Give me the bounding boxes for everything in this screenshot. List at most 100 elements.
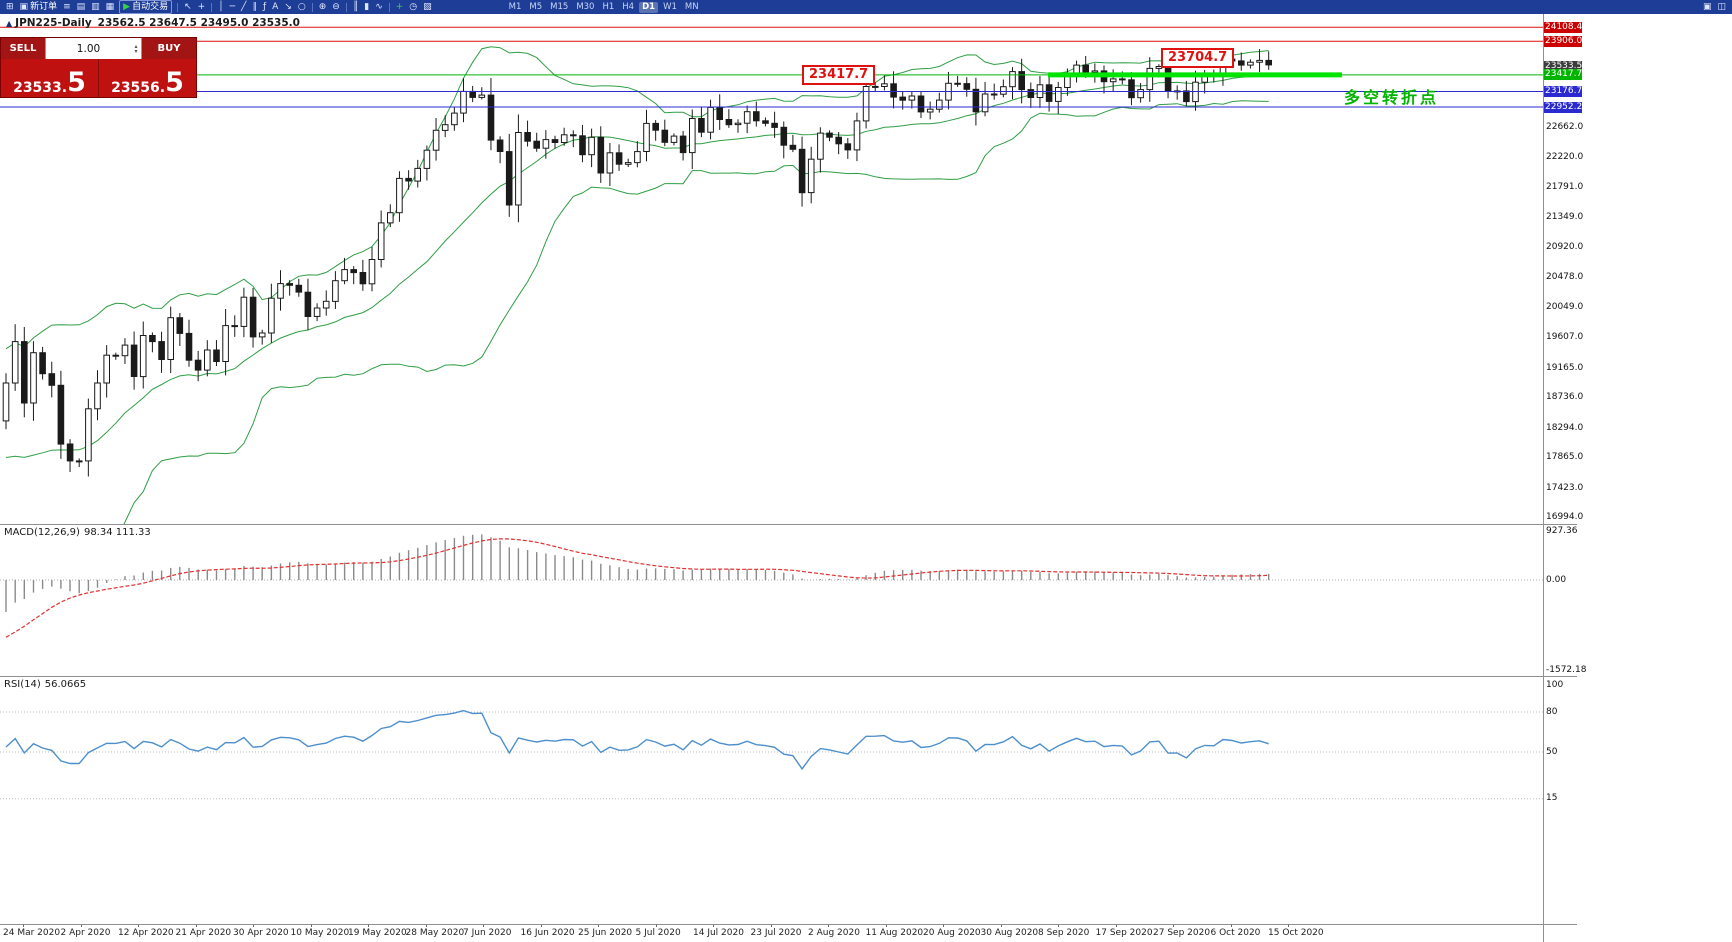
candle-body xyxy=(1091,70,1099,73)
candle-body xyxy=(936,99,943,110)
arrow-tool-icon[interactable]: ↘ xyxy=(281,1,295,13)
toolbar-separator xyxy=(311,2,313,12)
date-axis-label: 25 Jun 2020 xyxy=(578,928,633,938)
candle-body xyxy=(139,335,147,378)
new-order-button[interactable]: ▣ 新订单 xyxy=(17,1,61,13)
rsi-panel-divider[interactable] xyxy=(0,676,1577,677)
buy-button[interactable]: BUY xyxy=(142,38,196,59)
date-axis-label: 28 May 2020 xyxy=(405,928,465,938)
bar-chart-icon[interactable]: ║ xyxy=(350,1,361,13)
candle-body xyxy=(624,162,632,165)
candle-body xyxy=(725,119,733,126)
auto-trading-button[interactable]: ▶ 自动交易 xyxy=(119,0,173,14)
periods-icon: ◷ xyxy=(409,2,418,12)
market-watch-icon: ≡ xyxy=(63,2,71,12)
timeframe-m30[interactable]: M30 xyxy=(576,1,595,12)
date-tick xyxy=(598,924,599,927)
timeframe-d1[interactable]: D1 xyxy=(639,1,659,13)
window-cascade-icon: ▣ xyxy=(1702,2,1712,12)
new-chart-icon[interactable]: ⊞ xyxy=(3,1,17,13)
price-axis-label: 21349.0 xyxy=(1546,212,1584,223)
candle-body xyxy=(496,139,504,152)
candle-body xyxy=(176,317,184,334)
chart-symbol-period: JPN225-Daily xyxy=(15,17,92,29)
candle-body xyxy=(743,111,751,124)
date-axis[interactable]: 24 Mar 2020 2 Apr 2020 12 Apr 2020 21 Apr 2… xyxy=(0,924,1577,942)
price-axis-label: 18294.0 xyxy=(1546,422,1584,433)
new-chart-icon: ⊞ xyxy=(6,2,14,12)
horizontal-level-lines[interactable] xyxy=(0,26,1543,108)
candle-body xyxy=(560,134,568,144)
crosshair-icon[interactable]: + xyxy=(195,1,209,13)
periods-icon[interactable]: ◷ xyxy=(406,1,420,13)
ask-price[interactable]: 23556. 5 xyxy=(99,59,196,97)
candle-body xyxy=(643,122,650,153)
candle-body xyxy=(1000,86,1007,95)
market-watch-icon[interactable]: ≡ xyxy=(60,1,74,13)
timeframe-w1[interactable]: W1 xyxy=(663,1,677,12)
candle-body xyxy=(487,94,495,141)
macd-panel-divider[interactable] xyxy=(0,524,1577,525)
cursor-icon: ↖ xyxy=(184,2,192,12)
date-axis-label: 5 Jul 2020 xyxy=(635,928,681,938)
bull-bear-turning-point-note[interactable]: 多空转折点 xyxy=(1344,88,1440,107)
timeframe-m1[interactable]: M1 xyxy=(508,1,522,12)
candle-body xyxy=(387,212,394,224)
lot-size-field[interactable]: 1.00 ▴ ▾ xyxy=(45,38,142,59)
templates-icon[interactable]: ▧ xyxy=(420,1,435,13)
price-axis-label: 22220.0 xyxy=(1546,152,1584,162)
candle-body xyxy=(872,85,879,88)
timeframe-m15[interactable]: M15 xyxy=(550,1,569,12)
candle-chart-icon[interactable]: ▮ xyxy=(361,1,372,13)
price-axis-label: -1572.18 xyxy=(1546,664,1587,675)
macd-panel-canvas[interactable] xyxy=(0,524,1543,676)
rsi-panel-canvas[interactable] xyxy=(0,676,1543,924)
lot-decrease-button[interactable]: ▾ xyxy=(134,47,138,55)
date-axis-label: 16 Jun 2020 xyxy=(520,928,575,938)
text-label-icon[interactable]: A xyxy=(269,1,281,13)
candle-body xyxy=(963,83,971,90)
terminal-icon[interactable]: ▦ xyxy=(103,1,118,13)
timeframe-m5[interactable]: M5 xyxy=(529,1,543,12)
bid-price[interactable]: 23533. 5 xyxy=(1,59,98,97)
price-axis-label: 20049.0 xyxy=(1546,301,1584,312)
candle-body xyxy=(1109,78,1117,83)
shapes-icon[interactable]: ○ xyxy=(295,1,309,13)
candle-body xyxy=(753,111,760,122)
zoom-out-icon[interactable]: ⊖ xyxy=(329,1,343,13)
navigator-icon[interactable]: ▥ xyxy=(88,1,103,13)
one-click-trading-panel: SELL 1.00 ▴ ▾ BUY 23533. 5 23556. 5 xyxy=(0,37,197,98)
candle-body xyxy=(990,93,998,96)
data-window-icon[interactable]: ▤ xyxy=(74,1,89,13)
window-cascade-icon[interactable]: ▣ xyxy=(1700,1,1715,13)
window-tile-icon[interactable]: ◫ xyxy=(1714,1,1729,13)
candle-body xyxy=(158,341,165,361)
candle-chart-icon: ▮ xyxy=(364,2,370,12)
bid-big: 5 xyxy=(67,67,86,99)
zoom-in-icon[interactable]: ⊕ xyxy=(316,1,330,13)
horizontal-line-icon[interactable]: ─ xyxy=(227,1,238,13)
timeframe-h4[interactable]: H4 xyxy=(622,1,635,12)
candle-body xyxy=(130,344,138,378)
lot-increase-button[interactable]: ▴ xyxy=(134,42,138,50)
vertical-line-icon[interactable]: │ xyxy=(215,1,226,13)
fibonacci-icon[interactable]: ƒ xyxy=(260,1,269,13)
sell-button[interactable]: SELL xyxy=(1,38,45,59)
candle-body xyxy=(771,122,778,128)
price-level-callout-23417[interactable]: 23417.7 xyxy=(802,65,876,85)
line-chart-icon[interactable]: ∿ xyxy=(372,1,386,13)
candle-body xyxy=(213,349,220,362)
candle-body xyxy=(1027,89,1035,98)
date-axis-label: 24 Mar 2020 xyxy=(3,928,61,938)
candle-body xyxy=(322,300,330,309)
cursor-icon[interactable]: ↖ xyxy=(181,1,195,13)
trendline-icon[interactable]: ╱ xyxy=(238,1,249,13)
timeframe-mn[interactable]: MN xyxy=(684,1,699,12)
indicators-icon[interactable]: + xyxy=(393,1,407,13)
channel-icon[interactable]: ∥ xyxy=(249,1,260,13)
ask-main: 23556. xyxy=(111,80,166,96)
timeframe-h1[interactable]: H1 xyxy=(602,1,615,12)
main-chart-canvas[interactable] xyxy=(0,14,1543,524)
price-level-callout-23704[interactable]: 23704.7 xyxy=(1161,48,1235,68)
candle-body xyxy=(368,259,376,285)
